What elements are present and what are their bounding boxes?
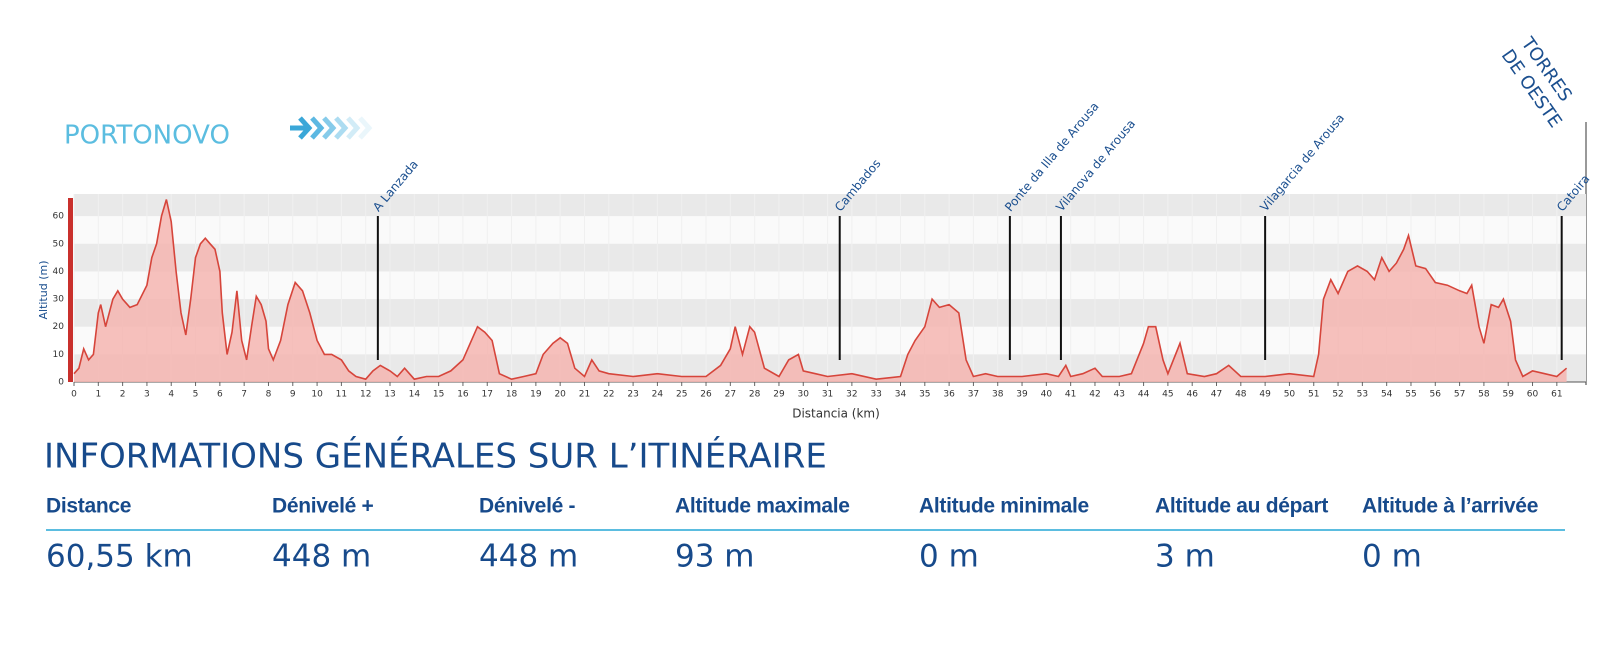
x-tick-label: 18: [506, 390, 518, 400]
start-bar: [68, 198, 73, 382]
x-tick-label: 47: [1211, 390, 1222, 400]
y-axis-label: Altitud (m): [37, 260, 50, 319]
x-tick-label: 50: [1284, 390, 1296, 400]
x-tick-label: 15: [433, 390, 444, 400]
info-value: 448 m: [272, 539, 371, 575]
info-header: Altitude au départ: [1155, 495, 1328, 518]
y-tick-label: 30: [53, 295, 65, 305]
x-tick-label: 48: [1235, 390, 1247, 400]
x-tick-label: 60: [1527, 390, 1539, 400]
x-tick-label: 61: [1551, 390, 1562, 400]
x-tick-label: 9: [290, 390, 296, 400]
x-tick-label: 51: [1308, 390, 1319, 400]
x-tick-label: 35: [919, 390, 930, 400]
info-title: INFORMATIONS GÉNÉRALES SUR L’ITINÉRAIRE: [44, 436, 827, 477]
y-tick-label: 40: [53, 267, 65, 277]
elevation-line: [73, 199, 1568, 381]
x-tick-label: 16: [457, 390, 469, 400]
x-tick-label: 53: [1357, 390, 1368, 400]
x-tick-label: 31: [822, 390, 833, 400]
x-tick-label: 19: [530, 390, 542, 400]
x-tick-label: 57: [1454, 390, 1465, 400]
x-tick-label: 54: [1381, 390, 1393, 400]
x-tick-label: 56: [1430, 390, 1442, 400]
x-tick-label: 37: [968, 390, 979, 400]
x-tick-label: 32: [846, 390, 857, 400]
x-tick-label: 40: [1041, 390, 1053, 400]
start-arrows: [290, 116, 373, 140]
x-tick-label: 2: [120, 390, 126, 400]
x-tick-label: 10: [311, 390, 323, 400]
y-tick-label: 50: [53, 239, 65, 249]
x-tick-label: 3: [144, 390, 150, 400]
info-header: Altitude maximale: [675, 495, 850, 518]
info-header: Dénivelé +: [272, 495, 374, 518]
x-tick-label: 24: [652, 390, 664, 400]
x-tick-label: 6: [217, 390, 223, 400]
info-value: 0 m: [1362, 539, 1422, 575]
y-tick-label: 10: [53, 350, 65, 360]
info-value: 0 m: [919, 539, 979, 575]
x-tick-label: 46: [1186, 390, 1198, 400]
x-tick-label: 28: [749, 390, 761, 400]
y-tick-label: 0: [58, 378, 64, 388]
x-tick-label: 58: [1478, 390, 1490, 400]
grid-band: [74, 243, 1586, 272]
x-tick-label: 33: [870, 390, 881, 400]
x-tick-label: 27: [725, 390, 736, 400]
x-tick-label: 13: [384, 390, 395, 400]
info-value: 448 m: [479, 539, 578, 575]
x-tick-label: 21: [579, 390, 590, 400]
x-tick-label: 41: [1065, 390, 1076, 400]
x-tick-label: 1: [95, 390, 101, 400]
x-tick-label: 42: [1089, 390, 1100, 400]
x-tick-label: 25: [676, 390, 687, 400]
x-tick-label: 49: [1259, 390, 1271, 400]
x-tick-label: 5: [193, 390, 199, 400]
elevation-area: [74, 199, 1567, 382]
x-tick-label: 0: [71, 390, 77, 400]
x-tick-label: 39: [1016, 390, 1028, 400]
y-tick-label: 20: [53, 322, 65, 332]
x-tick-label: 55: [1405, 390, 1416, 400]
grid-band: [74, 194, 1586, 217]
x-tick-label: 14: [409, 390, 421, 400]
x-tick-label: 26: [700, 390, 712, 400]
x-tick-label: 52: [1332, 390, 1343, 400]
info-header: Altitude minimale: [919, 495, 1089, 518]
y-tick-label: 60: [53, 212, 65, 222]
x-tick-label: 45: [1162, 390, 1173, 400]
x-tick-label: 12: [360, 390, 371, 400]
info-header: Distance: [46, 495, 131, 518]
x-tick-label: 23: [627, 390, 638, 400]
info-value: 3 m: [1155, 539, 1215, 575]
info-value: 60,55 km: [46, 539, 193, 575]
x-tick-label: 22: [603, 390, 614, 400]
info-header: Dénivelé -: [479, 495, 576, 518]
x-tick-label: 20: [554, 390, 566, 400]
x-tick-label: 34: [895, 390, 907, 400]
x-tick-label: 11: [336, 390, 347, 400]
x-tick-label: 43: [1114, 390, 1125, 400]
info-value: 93 m: [675, 539, 755, 575]
x-tick-label: 7: [241, 390, 247, 400]
start-label: PORTONOVO: [64, 121, 230, 151]
x-tick-label: 44: [1138, 390, 1150, 400]
info-header: Altitude à l’arrivée: [1362, 495, 1538, 518]
x-tick-label: 17: [482, 390, 493, 400]
x-axis-label: Distancia (km): [792, 407, 880, 421]
x-tick-label: 38: [992, 390, 1004, 400]
x-tick-label: 8: [266, 390, 272, 400]
x-tick-label: 59: [1502, 390, 1514, 400]
x-tick-label: 4: [168, 390, 174, 400]
x-tick-label: 29: [773, 390, 785, 400]
x-tick-label: 30: [798, 390, 810, 400]
x-tick-label: 36: [943, 390, 955, 400]
